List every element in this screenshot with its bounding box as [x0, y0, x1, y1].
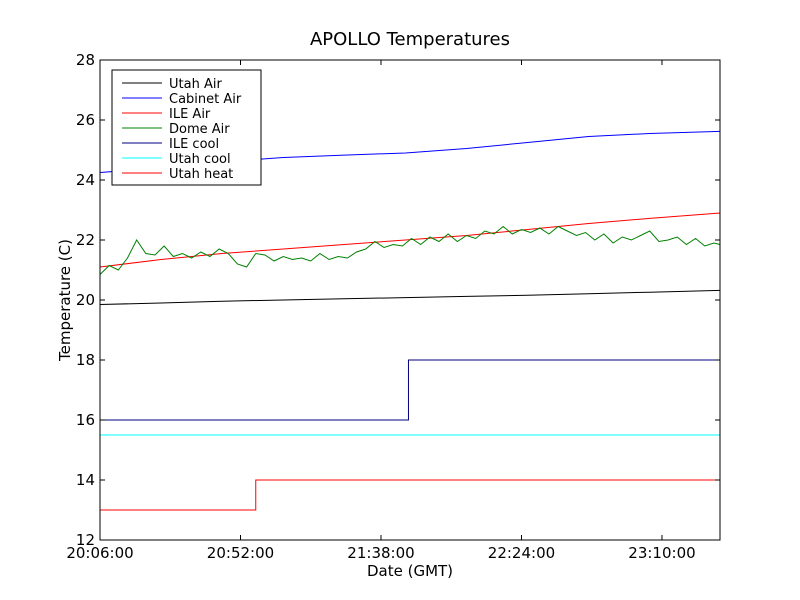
x-axis-label: Date (GMT): [367, 562, 453, 580]
series-line-utah-heat: [100, 479, 720, 511]
series-line-ile-air: [99, 212, 721, 268]
y-tick-label: 26: [76, 111, 95, 129]
legend-label-cabinet-air: Cabinet Air: [169, 92, 242, 107]
y-axis-label: Temperature (C): [56, 239, 74, 362]
y-tick-label: 18: [76, 351, 95, 369]
series-line-ile-cool: [100, 359, 720, 421]
x-tick-label: 21:38:00: [347, 544, 414, 562]
x-tick-label: 20:06:00: [66, 544, 133, 562]
y-tick-label: 14: [76, 471, 95, 489]
x-tick-label: 22:24:00: [488, 544, 555, 562]
y-tick-label: 28: [76, 51, 95, 69]
legend-label-ile-air: ILE Air: [169, 107, 211, 122]
x-tick-label: 20:52:00: [207, 544, 274, 562]
y-tick-label: 12: [76, 531, 95, 549]
y-tick-label: 20: [76, 291, 95, 309]
series-line-utah-air: [99, 289, 721, 305]
y-tick-label: 22: [76, 231, 95, 249]
y-tick-label: 24: [76, 171, 95, 189]
legend-label-dome-air: Dome Air: [169, 122, 230, 137]
ticks-layer: 20:06:00 20:52:00 21:38:00 22:24:00 23:10:00…: [66, 51, 720, 562]
chart-title: APOLLO Temperatures: [310, 29, 510, 50]
legend-label-utah-air: Utah Air: [169, 77, 222, 92]
legend-label-ile-cool: ILE cool: [169, 137, 219, 152]
x-tick-label: 23:10:00: [628, 544, 695, 562]
y-tick-label: 16: [76, 411, 95, 429]
series-line-dome-air: [99, 225, 721, 275]
legend-label-utah-heat: Utah heat: [169, 167, 233, 182]
legend-label-utah-cool: Utah cool: [169, 152, 231, 167]
